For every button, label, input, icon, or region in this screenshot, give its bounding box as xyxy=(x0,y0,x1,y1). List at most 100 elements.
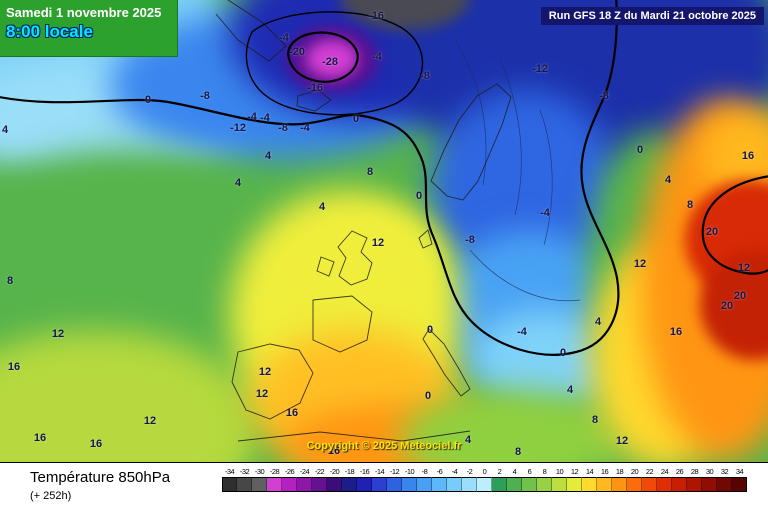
legend-swatch xyxy=(627,477,642,492)
temp-field-layer xyxy=(400,390,620,462)
legend-value: 4 xyxy=(512,467,517,476)
legend-cell: 14 xyxy=(582,467,597,492)
legend-cell: 32 xyxy=(717,467,732,492)
legend-value: -8 xyxy=(421,467,428,476)
legend-swatch xyxy=(312,477,327,492)
legend-swatch xyxy=(387,477,402,492)
legend-cell: 26 xyxy=(672,467,687,492)
legend-value: 0 xyxy=(482,467,487,476)
legend-value: 24 xyxy=(660,467,669,476)
legend-cell: -28 xyxy=(267,467,282,492)
legend-value: 22 xyxy=(645,467,654,476)
legend-swatch xyxy=(267,477,282,492)
legend-swatch xyxy=(327,477,342,492)
legend-value: 30 xyxy=(705,467,714,476)
model-run-info: Run GFS 18 Z du Mardi 21 octobre 2025 xyxy=(540,7,764,25)
legend-swatch xyxy=(372,477,387,492)
legend-cell: 30 xyxy=(702,467,717,492)
legend-swatch xyxy=(297,477,312,492)
temp-field-layer xyxy=(320,215,440,310)
legend-value: -28 xyxy=(269,467,280,476)
legend-cell: 24 xyxy=(657,467,672,492)
legend-cell: -2 xyxy=(462,467,477,492)
legend-value: -16 xyxy=(359,467,370,476)
legend-value: -20 xyxy=(329,467,340,476)
legend-cell: -16 xyxy=(357,467,372,492)
legend-value: 26 xyxy=(675,467,684,476)
legend-value: 8 xyxy=(542,467,547,476)
legend-cell: -22 xyxy=(312,467,327,492)
legend-value: 10 xyxy=(555,467,564,476)
legend-cell: -26 xyxy=(282,467,297,492)
legend-swatch xyxy=(492,477,507,492)
legend-cell: 0 xyxy=(477,467,492,492)
legend-value: -10 xyxy=(404,467,415,476)
legend-swatch xyxy=(432,477,447,492)
legend-cell: 16 xyxy=(597,467,612,492)
legend-value: 14 xyxy=(585,467,594,476)
legend-swatch xyxy=(282,477,297,492)
legend-cell: -8 xyxy=(417,467,432,492)
color-scale: -34 -32 -30 -28 -26 -24 -22 -20 -18 -16 -14 -12 -10-… xyxy=(222,467,747,492)
legend-swatch xyxy=(357,477,372,492)
legend-swatch xyxy=(702,477,717,492)
legend-value: 12 xyxy=(570,467,579,476)
map-temp-label: 8 xyxy=(366,166,374,178)
legend-swatch xyxy=(732,477,747,492)
legend-value: -2 xyxy=(466,467,473,476)
legend-swatch xyxy=(417,477,432,492)
legend-cell: -32 xyxy=(237,467,252,492)
valid-time: 8:00 locale xyxy=(6,22,93,41)
legend-value: 2 xyxy=(497,467,502,476)
legend-swatch xyxy=(477,477,492,492)
map-temp-label: 0 xyxy=(415,190,423,202)
legend-cell: 8 xyxy=(537,467,552,492)
legend-value: -4 xyxy=(451,467,458,476)
legend-swatch xyxy=(237,477,252,492)
map-area: -16 -4 -20 -28 -4 -8 -16 -12 -8 0 -8 -12 -4 -4 -8 -4 0 4 4… xyxy=(0,0,768,462)
legend-value: 28 xyxy=(690,467,699,476)
legend-swatch xyxy=(687,477,702,492)
valid-date: Samedi 1 novembre 2025 xyxy=(6,5,162,20)
legend-cell: -20 xyxy=(327,467,342,492)
legend-swatch xyxy=(522,477,537,492)
legend-cell: -18 xyxy=(342,467,357,492)
legend-swatch xyxy=(717,477,732,492)
legend-swatch xyxy=(222,477,237,492)
legend-cell: 34 xyxy=(732,467,747,492)
legend-cell: 4 xyxy=(507,467,522,492)
legend-value: -22 xyxy=(314,467,325,476)
temp-field-layer xyxy=(306,40,358,78)
legend-cell: -10 xyxy=(402,467,417,492)
validity-header: Samedi 1 novembre 2025 8:00 locale xyxy=(0,0,178,57)
copyright-text: Copyright © 2025 Meteociel.fr xyxy=(306,440,462,452)
legend-cell: 22 xyxy=(642,467,657,492)
legend-value: -12 xyxy=(389,467,400,476)
legend-cell: 6 xyxy=(522,467,537,492)
legend-swatch xyxy=(672,477,687,492)
legend-footer: Température 850hPa (+ 252h) -34 -32 -30 -28… xyxy=(0,462,768,512)
legend-swatch xyxy=(567,477,582,492)
legend-value: 18 xyxy=(615,467,624,476)
legend-value: 32 xyxy=(720,467,729,476)
legend-swatch xyxy=(342,477,357,492)
legend-value: -18 xyxy=(344,467,355,476)
legend-value: -14 xyxy=(374,467,385,476)
legend-cell: 28 xyxy=(687,467,702,492)
legend-value: -6 xyxy=(436,467,443,476)
legend-swatch xyxy=(582,477,597,492)
legend-cell: 12 xyxy=(567,467,582,492)
legend-swatch xyxy=(612,477,627,492)
legend-cell: -4 xyxy=(447,467,462,492)
forecast-hour: (+ 252h) xyxy=(30,490,72,502)
legend-swatch xyxy=(537,477,552,492)
legend-cell: 20 xyxy=(627,467,642,492)
legend-value: 16 xyxy=(600,467,609,476)
parameter-title: Température 850hPa xyxy=(30,469,171,486)
legend-cell: -12 xyxy=(387,467,402,492)
legend-cell: 18 xyxy=(612,467,627,492)
legend-value: 20 xyxy=(630,467,639,476)
legend-swatch xyxy=(507,477,522,492)
legend-value: -24 xyxy=(299,467,310,476)
